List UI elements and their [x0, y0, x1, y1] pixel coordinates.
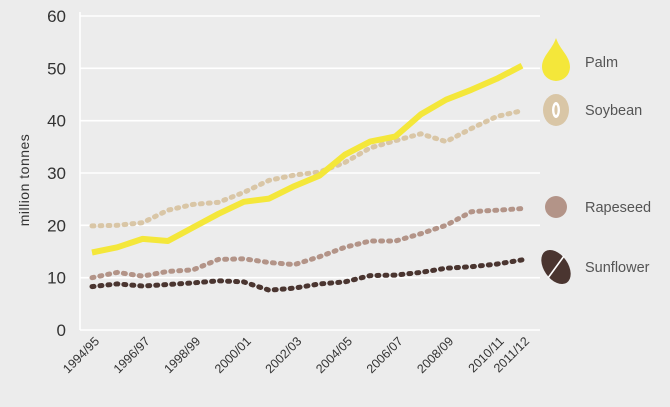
series-line-sunflower: [89, 257, 525, 293]
y-axis-label: million tonnes: [16, 134, 32, 227]
x-tick-label: 1998/99: [161, 334, 203, 376]
x-tick-label: 1994/95: [60, 334, 102, 376]
y-tick-label: 20: [47, 216, 66, 235]
y-tick-label: 50: [47, 59, 66, 78]
series-line-soybean: [89, 108, 525, 229]
legend-item-rapeseed: Rapeseed: [545, 196, 651, 218]
legend-label: Rapeseed: [585, 200, 651, 216]
x-tick-label: 2008/09: [414, 334, 456, 376]
legend-item-soybean: Soybean: [543, 94, 642, 126]
legend-label: Sunflower: [585, 260, 650, 276]
series-line-rapeseed: [89, 206, 525, 281]
x-tick-label: 2002/03: [263, 334, 305, 376]
legend-item-sunflower: Sunflower: [541, 249, 650, 285]
rapeseed-icon: [545, 196, 567, 218]
y-tick-label: 30: [47, 164, 66, 183]
series-line-palm: [91, 63, 524, 256]
sunflower-seed-icon: [541, 249, 571, 285]
legend-item-palm: Palm: [542, 38, 618, 81]
x-axis: 1994/95 1996/97 1998/99 2000/01 2002/03 2004/…: [60, 334, 532, 376]
legend: Palm Soybean Rapeseed Sunflower: [541, 38, 651, 285]
x-tick-label: 2006/07: [364, 334, 406, 376]
legend-label: Soybean: [585, 103, 642, 119]
legend-label: Palm: [585, 55, 618, 71]
series-lines: [89, 63, 525, 293]
y-axis: 0 10 20 30 40 50 60: [47, 7, 66, 340]
x-tick-label: 2004/05: [313, 334, 355, 376]
x-tick-label: 1996/97: [111, 334, 153, 376]
x-tick-label: 2000/01: [212, 334, 254, 376]
y-tick-label: 0: [57, 321, 66, 340]
y-tick-label: 40: [47, 112, 66, 131]
gridlines: [79, 12, 540, 331]
palm-drop-icon: [542, 38, 570, 81]
y-tick-label: 60: [47, 7, 66, 26]
y-tick-label: 10: [47, 269, 66, 288]
soybean-icon: [543, 94, 569, 126]
